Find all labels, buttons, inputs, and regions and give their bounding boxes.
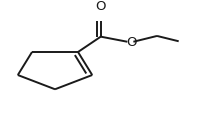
Text: O: O bbox=[96, 0, 106, 13]
Text: O: O bbox=[126, 36, 136, 49]
